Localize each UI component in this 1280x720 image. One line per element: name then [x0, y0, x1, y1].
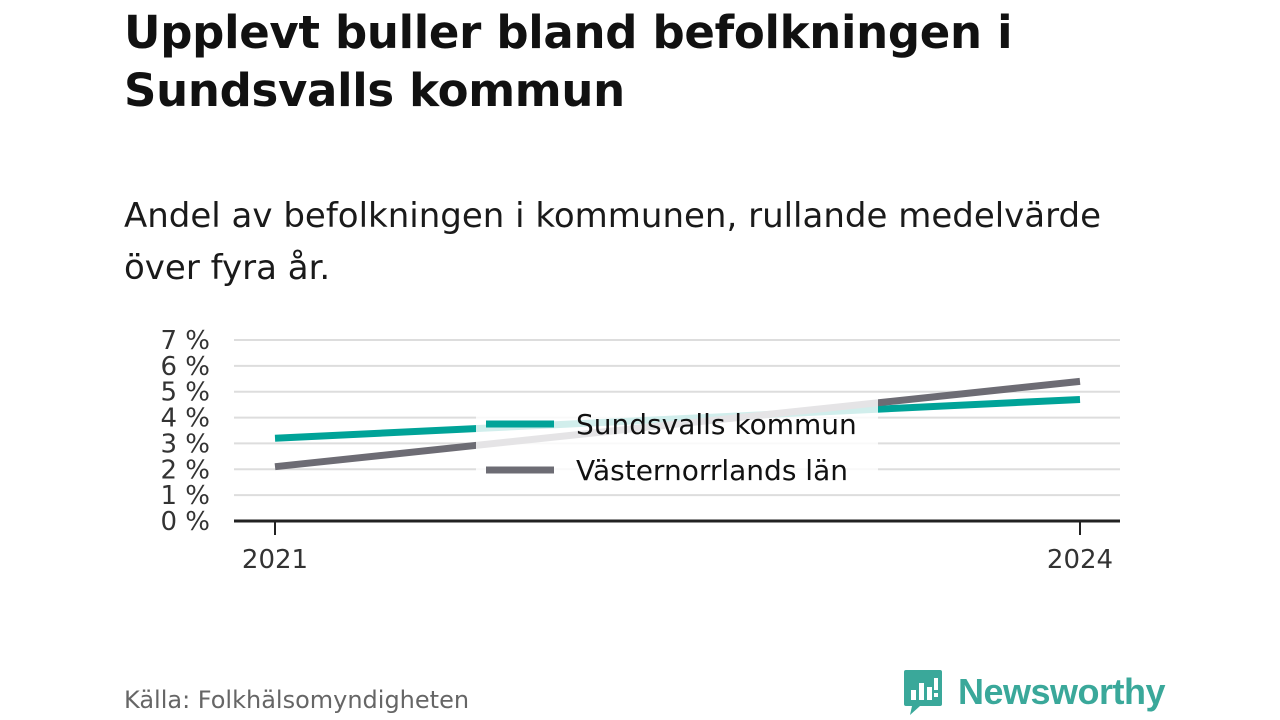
y-tick-label: 0 % [160, 507, 210, 537]
y-tick-label: 6 % [160, 352, 210, 382]
x-axis-ticks: 2021 2024 [242, 521, 1113, 575]
brand-logo: Newsworthy [902, 668, 1166, 716]
legend-label: Sundsvalls kommun [576, 408, 857, 441]
newsworthy-logo-icon [904, 670, 942, 715]
brand-name: Newsworthy [958, 671, 1166, 712]
y-tick-label: 1 % [160, 481, 210, 511]
chart-title: Upplevt buller bland befolkningen i Sund… [124, 6, 1013, 117]
legend: Sundsvalls kommun Västernorrlands län [476, 398, 878, 494]
y-tick-label: 7 % [160, 326, 210, 356]
chart-subtitle: Andel av befolkningen i kommunen, rullan… [124, 196, 1102, 288]
legend-background [476, 398, 878, 494]
x-tick-label: 2024 [1047, 545, 1113, 575]
y-tick-label: 4 % [160, 404, 210, 434]
legend-label: Västernorrlands län [576, 454, 848, 487]
y-tick-label: 2 % [160, 455, 210, 485]
x-tick-label: 2021 [242, 545, 308, 575]
source-note: Källa: Folkhälsomyndigheten [124, 686, 470, 714]
y-tick-label: 5 % [160, 378, 210, 408]
y-axis-ticks: 0 %1 %2 %3 %4 %5 %6 %7 % [160, 326, 210, 537]
y-tick-label: 3 % [160, 429, 210, 459]
